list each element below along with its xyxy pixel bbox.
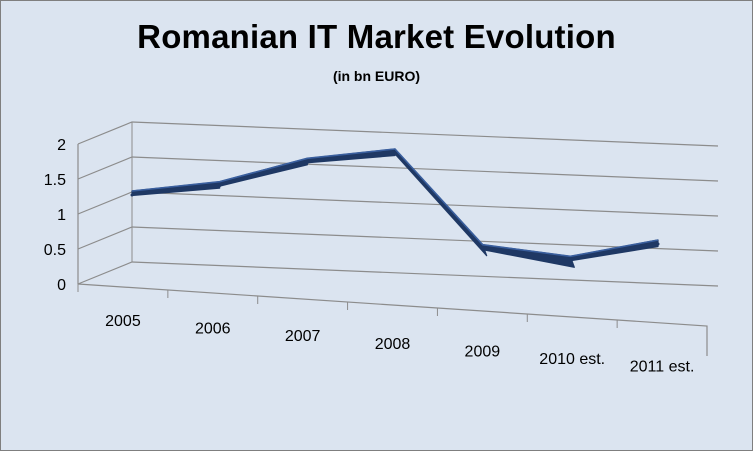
- x-tick-label: 2008: [375, 336, 411, 353]
- x-tick-label: 2011 est.: [630, 359, 695, 376]
- x-tick-label: 2010 est.: [539, 351, 605, 368]
- gridline: [77, 191, 719, 217]
- chart-subtitle: (in bn EURO): [332, 68, 421, 84]
- gridline: [77, 261, 719, 287]
- data-point: [130, 193, 134, 197]
- y-tick-labels: 0 0.5 1 1.5 2: [44, 137, 66, 294]
- series-top-edge: [131, 148, 659, 258]
- x-tick-label: 2007: [285, 328, 321, 345]
- x-tick-label: 2006: [195, 321, 231, 338]
- x-tick-labels: 2005 2006 2007 2008 2009 2010 est. 2011 est.: [105, 313, 694, 376]
- y-tick-label: 2: [57, 137, 66, 154]
- y-tick-label: 1.5: [44, 172, 66, 189]
- y-tick-label: 1: [57, 207, 66, 224]
- chart-title: Romanian IT Market Evolution: [137, 18, 616, 55]
- gridlines: [77, 121, 719, 287]
- data-point: [393, 151, 397, 155]
- gridline: [77, 156, 719, 182]
- gridline: [77, 121, 719, 147]
- axes: [77, 122, 708, 356]
- series-segment: [482, 244, 575, 268]
- x-tick-label: 2009: [465, 343, 501, 360]
- y-tick-label: 0.5: [44, 242, 66, 259]
- series-line: [130, 148, 660, 268]
- data-point: [218, 184, 222, 188]
- data-point: [568, 258, 572, 262]
- data-point: [656, 242, 660, 246]
- y-tick-label: 0: [57, 277, 66, 294]
- data-point: [305, 160, 309, 164]
- x-tick-label: 2005: [105, 313, 141, 330]
- data-point: [481, 247, 485, 251]
